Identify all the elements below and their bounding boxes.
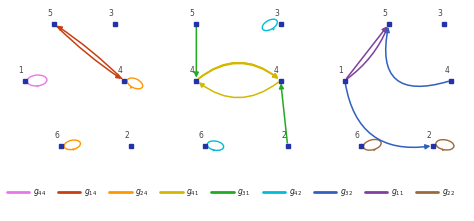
Text: 4: 4	[117, 66, 122, 75]
Text: 6: 6	[55, 131, 60, 140]
Text: 1: 1	[338, 66, 343, 75]
Text: 2: 2	[281, 131, 286, 140]
Text: $g_{44}$: $g_{44}$	[33, 187, 46, 198]
Text: $g_{32}$: $g_{32}$	[340, 187, 353, 198]
Text: $g_{42}$: $g_{42}$	[289, 187, 301, 198]
Text: 6: 6	[198, 131, 203, 140]
Text: $g_{24}$: $g_{24}$	[135, 187, 148, 198]
Text: 4: 4	[190, 66, 195, 75]
Text: 5: 5	[383, 9, 387, 18]
Text: $g_{14}$: $g_{14}$	[84, 187, 98, 198]
Text: $g_{22}$: $g_{22}$	[442, 187, 455, 198]
Text: 5: 5	[190, 9, 195, 18]
Text: 3: 3	[109, 9, 114, 18]
Text: 3: 3	[438, 9, 443, 18]
Text: 2: 2	[124, 131, 129, 140]
Text: 2: 2	[427, 131, 431, 140]
Text: $g_{11}$: $g_{11}$	[391, 187, 404, 198]
Text: 1: 1	[18, 66, 23, 75]
Text: 4: 4	[274, 66, 279, 75]
Text: 6: 6	[355, 131, 360, 140]
Text: 4: 4	[445, 66, 449, 75]
Text: $g_{31}$: $g_{31}$	[237, 187, 251, 198]
Text: $g_{41}$: $g_{41}$	[186, 187, 200, 198]
Text: 3: 3	[274, 9, 279, 18]
Text: 5: 5	[48, 9, 53, 18]
